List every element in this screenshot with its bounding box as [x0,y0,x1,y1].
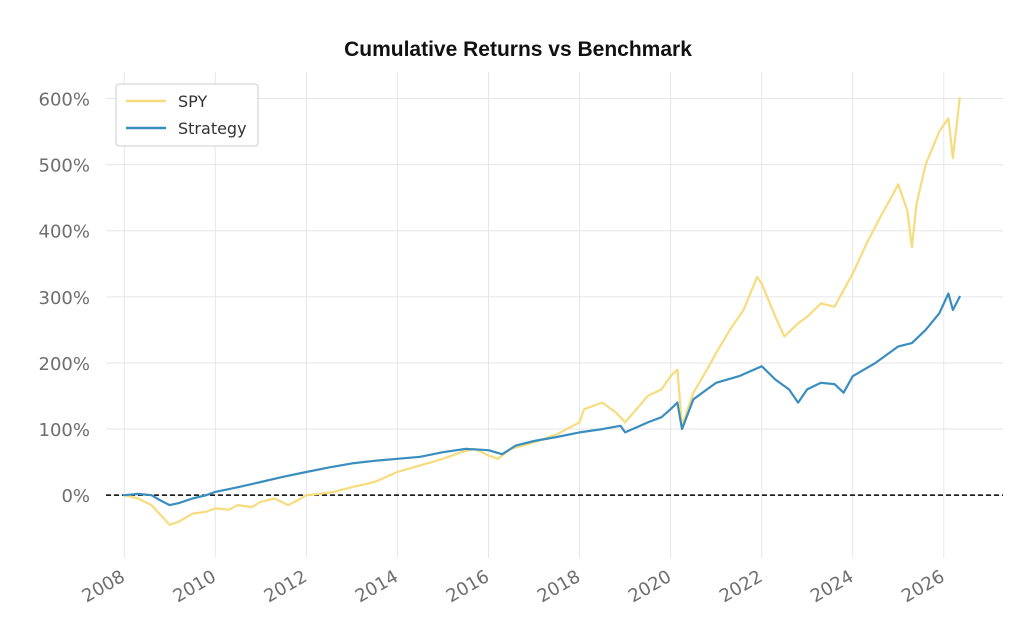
y-tick-label: 300% [39,288,90,309]
chart-title: Cumulative Returns vs Benchmark [344,38,692,61]
y-tick-label: 100% [39,420,90,441]
series-line-spy [123,97,961,527]
x-tick-label: 2008 [79,566,129,607]
x-tick-label: 2018 [534,566,584,607]
legend: SPY Strategy [115,83,259,147]
y-tick-label: 200% [39,354,90,375]
x-tick-label: 2022 [716,566,766,607]
x-tick-label: 2016 [443,566,493,607]
y-axis-tick-labels: 0% 100% 200% 300% 400% 500% 600% [39,89,90,507]
y-tick-label: 500% [39,156,90,177]
y-tick-label: 0% [61,486,90,507]
legend-label-spy: SPY [178,92,207,111]
x-tick-label: 2024 [807,566,857,607]
legend-box [115,83,259,147]
series-line-strategy [123,292,961,507]
y-tick-label: 400% [39,222,90,243]
x-tick-label: 2014 [352,566,402,607]
x-tick-label: 2020 [625,566,675,607]
x-tick-label: 2026 [898,566,948,607]
y-tick-label: 600% [39,89,90,110]
x-tick-label: 2010 [170,566,220,607]
gridlines [106,72,1003,558]
x-axis-tick-labels: 2008 2010 2012 2014 2016 2018 2020 2022 2024 2026 [79,566,949,607]
legend-label-strategy: Strategy [178,119,247,138]
series-lines [123,97,961,527]
x-tick-label: 2012 [261,566,311,607]
